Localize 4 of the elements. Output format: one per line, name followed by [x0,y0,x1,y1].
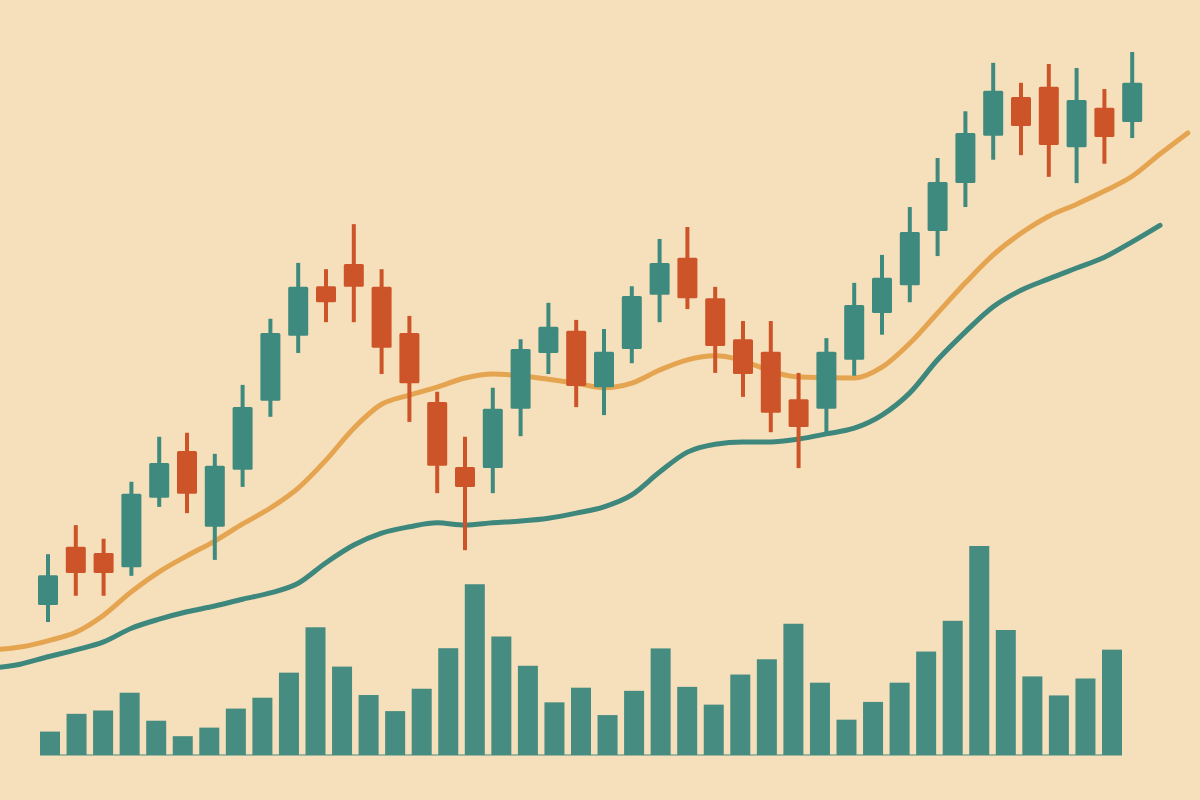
candlestick [93,538,114,596]
candlestick [316,269,336,323]
candlestick [455,436,475,551]
candlestick [343,224,364,323]
